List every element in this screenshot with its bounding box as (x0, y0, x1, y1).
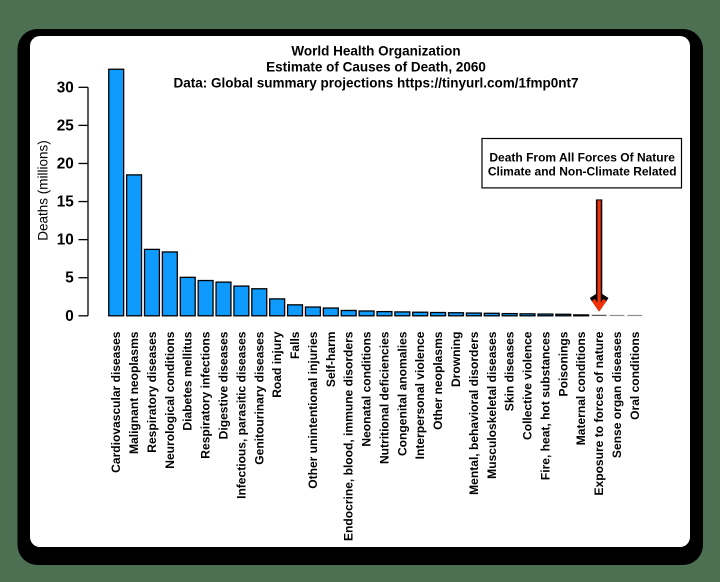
svg-text:Road injury: Road injury (270, 331, 284, 398)
svg-text:0: 0 (65, 308, 74, 325)
svg-text:Falls: Falls (288, 331, 302, 359)
svg-text:20: 20 (57, 155, 74, 172)
svg-text:Estimate of Causes of Death, 2: Estimate of Causes of Death, 2060 (266, 59, 486, 74)
svg-text:Self-harm: Self-harm (324, 332, 338, 388)
svg-text:Interpersonal violence: Interpersonal violence (413, 331, 427, 459)
svg-text:Cardiovascular diseases: Cardiovascular diseases (109, 331, 123, 473)
svg-text:Exposure to forces of nature: Exposure to forces of nature (592, 331, 606, 495)
svg-text:Climate and Non-Climate Relate: Climate and Non-Climate Related (488, 164, 677, 178)
svg-text:10: 10 (57, 232, 74, 249)
svg-text:5: 5 (65, 270, 74, 287)
svg-text:Poisonings: Poisonings (556, 331, 570, 396)
svg-text:World Health Organization: World Health Organization (291, 43, 460, 58)
svg-text:Skin diseases: Skin diseases (503, 331, 517, 411)
svg-text:Genitourinary diseases: Genitourinary diseases (252, 331, 266, 465)
svg-text:Deaths (millions): Deaths (millions) (35, 140, 50, 241)
svg-text:Neonatal conditions: Neonatal conditions (360, 331, 374, 446)
svg-text:Maternal conditions: Maternal conditions (574, 331, 588, 445)
svg-text:Malignant neoplasms: Malignant neoplasms (127, 331, 141, 454)
svg-text:Fire, heat, hot substances: Fire, heat, hot substances (538, 331, 552, 480)
svg-text:Respiratory diseases: Respiratory diseases (145, 331, 159, 453)
svg-text:Digestive diseases: Digestive diseases (217, 331, 231, 439)
svg-text:15: 15 (57, 194, 75, 211)
svg-text:Congenital anomalies: Congenital anomalies (395, 331, 409, 456)
svg-text:Death From All Forces Of Natur: Death From All Forces Of Nature (489, 151, 675, 165)
svg-text:Diabetes mellitus: Diabetes mellitus (181, 331, 195, 430)
svg-text:Other unintentional injuries: Other unintentional injuries (306, 331, 320, 489)
svg-text:Nutritional deficiencies: Nutritional deficiencies (377, 331, 391, 464)
svg-text:Drowning: Drowning (449, 332, 463, 388)
svg-text:Neurological conditions: Neurological conditions (163, 331, 177, 469)
svg-text:Collective violence: Collective violence (521, 331, 535, 440)
svg-text:Data: Global summary projectio: Data: Global summary projections https:/… (173, 75, 578, 90)
svg-text:30: 30 (57, 79, 74, 96)
svg-text:25: 25 (57, 117, 75, 134)
svg-text:Endocrine, blood, immune disor: Endocrine, blood, immune disorders (342, 331, 356, 541)
svg-text:Respiratory infections: Respiratory infections (199, 331, 213, 458)
svg-text:Infectious, parasitic diseases: Infectious, parasitic diseases (234, 331, 248, 499)
svg-text:Oral conditions: Oral conditions (628, 331, 642, 420)
svg-text:Other neoplasms: Other neoplasms (431, 331, 445, 430)
svg-text:Sense organ diseases: Sense organ diseases (610, 331, 624, 458)
svg-text:Musculoskeletal diseases: Musculoskeletal diseases (485, 331, 499, 479)
svg-text:Mental, behavioral disorders: Mental, behavioral disorders (467, 331, 481, 495)
